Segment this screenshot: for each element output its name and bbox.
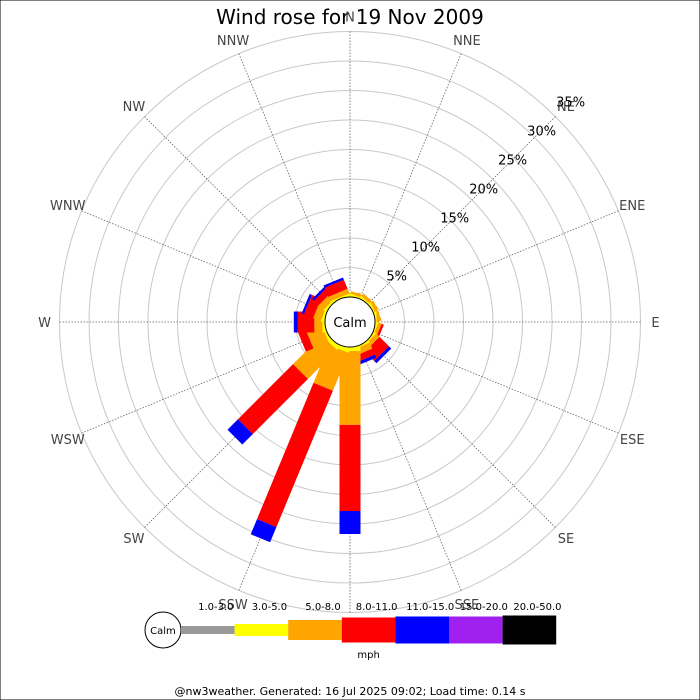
bar-segment-s-8.0-11.0	[339, 424, 361, 511]
direction-label: SW	[123, 532, 144, 547]
grid-ring	[88, 60, 612, 584]
footer-text: @nw3weather. Generated: 16 Jul 2025 09:0…	[175, 685, 526, 698]
legend-swatch-3.0-5.0	[234, 624, 289, 636]
bar-segment-nw-11.0-15.0	[312, 284, 329, 301]
direction-spoke	[367, 339, 556, 528]
direction-label: WSW	[51, 433, 85, 448]
bar-segment-ssw-11.0-15.0	[250, 519, 277, 543]
direction-spoke	[238, 53, 341, 300]
direction-label: ENE	[619, 199, 645, 214]
bar-segment-se-11.0-15.0	[374, 346, 392, 364]
legend-unit-label: mph	[357, 650, 379, 661]
bar-segment-sw-5.0-8.0	[293, 335, 337, 379]
bar-segment-sse-11.0-15.0	[355, 354, 377, 366]
direction-label: ESE	[620, 433, 645, 448]
ring-percent-label: 15%	[440, 211, 469, 226]
legend-bin-label: 3.0-5.0	[252, 602, 287, 613]
calm-layer: Calm	[324, 296, 376, 348]
direction-label: NW	[123, 100, 146, 115]
chart-title: Wind rose for 19 Nov 2009	[216, 5, 484, 29]
bar-segment-ssw-5.0-8.0	[313, 344, 349, 391]
direction-label: NNW	[217, 34, 249, 49]
direction-spoke	[144, 116, 333, 305]
legend-swatch-1.0-3.0	[181, 626, 235, 634]
ring-percent-label: 10%	[411, 240, 440, 255]
legend-bin-label: 1.0-3.0	[198, 602, 233, 613]
direction-label: SSE	[455, 598, 480, 613]
legend-swatch-15.0-20.0	[449, 616, 503, 644]
bar-segment-nnw-11.0-15.0	[323, 277, 344, 288]
bar-segment-sw-11.0-15.0	[227, 419, 253, 445]
bar-segment-nnw-5.0-8.0	[328, 288, 350, 302]
ring-percent-label: 20%	[469, 182, 498, 197]
direction-label: W	[38, 316, 51, 331]
legend: Calm 1.0-3.0 3.0-5.0 5.0-8.0 8.0-11.0 11.0-15…	[144, 602, 561, 661]
legend-bin-label: 5.0-8.0	[305, 602, 340, 613]
bar-segment-nnw-8.0-11.0	[324, 279, 348, 297]
bar-segment-wsw-8.0-11.0	[297, 329, 314, 352]
direction-label: WNW	[50, 199, 86, 214]
legend-bin-label: 20.0-50.0	[513, 602, 561, 613]
legend-bin-label: 8.0-11.0	[356, 602, 398, 613]
grid-ring	[118, 90, 582, 554]
direction-label: NE	[557, 100, 575, 115]
bar-segment-sw-8.0-11.0	[237, 364, 308, 435]
direction-label: SSW	[218, 598, 248, 613]
bar-segment-wnw-11.0-15.0	[301, 293, 312, 315]
labels-layer: NNNENEENEEESESESSESSSWSWWSWWWNWNWNNW5%10…	[38, 11, 660, 637]
direction-spoke	[359, 53, 462, 300]
legend-bin-label: 11.0-15.0	[406, 602, 454, 613]
direction-label: N	[345, 11, 355, 26]
calm-circle	[324, 296, 376, 348]
direction-spoke	[372, 210, 619, 313]
ring-percent-label: 25%	[498, 153, 527, 168]
direction-label: NNE	[453, 34, 481, 49]
ring-percent-label: 35%	[556, 95, 585, 110]
legend-bin-label: 15.0-20.0	[460, 602, 508, 613]
bar-segment-s-11.0-15.0	[339, 511, 361, 534]
direction-label: SE	[558, 532, 574, 547]
legend-swatch-8.0-11.0	[341, 617, 396, 643]
direction-spoke	[81, 331, 328, 434]
ring-percent-label: 30%	[527, 124, 556, 139]
ring-percent-label: 5%	[386, 269, 407, 284]
direction-spoke	[81, 210, 328, 313]
calm-label: Calm	[333, 316, 366, 331]
direction-spoke	[372, 331, 619, 434]
legend-swatch-5.0-8.0	[288, 620, 342, 640]
legend-calm-label: Calm	[150, 626, 176, 637]
bar-segment-w-11.0-15.0	[293, 311, 298, 333]
legend-swatch-11.0-15.0	[395, 616, 449, 644]
bar-segment-ssw-8.0-11.0	[257, 382, 333, 528]
bars-layer	[227, 277, 392, 543]
direction-spoke	[367, 116, 556, 305]
direction-spoke	[359, 344, 462, 591]
bar-segment-s-5.0-8.0	[339, 351, 361, 425]
legend-swatch-20.0-50.0	[502, 615, 557, 645]
direction-label: E	[651, 316, 659, 331]
bar-segment-nnw-3.0-5.0	[330, 293, 351, 303]
